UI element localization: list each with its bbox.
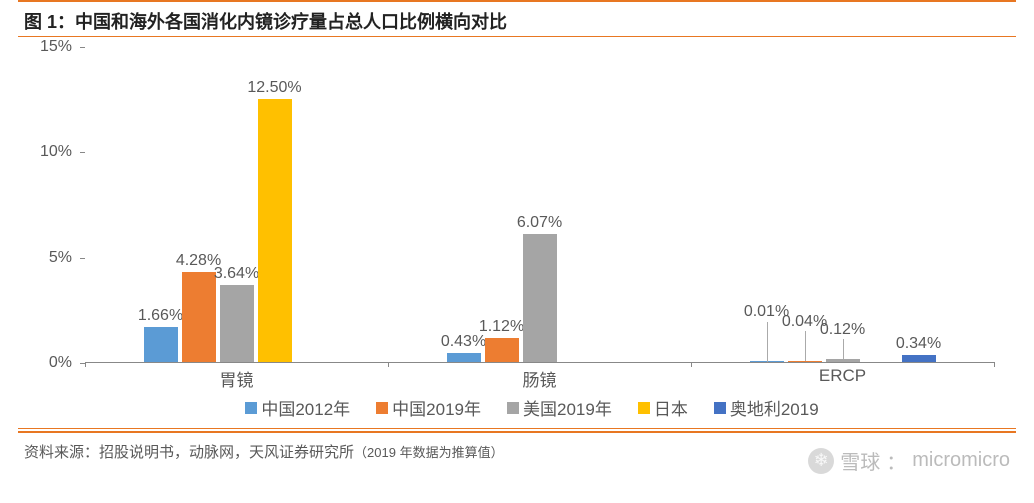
bar: 0.34%: [902, 355, 936, 362]
bottom-divider-thin: [18, 428, 1016, 429]
bar: 6.07%: [523, 234, 557, 362]
bar-value-label: 1.66%: [138, 307, 183, 327]
legend-swatch: [638, 402, 650, 414]
legend-item: 奥地利2019: [714, 395, 819, 420]
legend-label: 中国2012年: [261, 395, 350, 420]
category-group: 胃镜1.66%4.28%3.64%12.50%: [85, 47, 388, 362]
bar: 0.04%: [788, 361, 822, 362]
title-divider: [18, 36, 1016, 37]
chart-title: 图 1：中国和海外各国消化内镜诊疗量占总人口比例横向对比: [18, 0, 1016, 36]
x-tick-mark: [994, 362, 995, 367]
category-group: ERCP0.01%0.04%0.12%0.34%: [691, 47, 994, 362]
bar-value-label: 12.50%: [247, 79, 301, 99]
legend: 中国2012年 中国2019年 美国2019年 日本 奥地利2019: [60, 395, 1004, 420]
source-prefix: 资料来源：: [24, 444, 99, 461]
y-tick-label: 15%: [40, 38, 72, 56]
source-text: 招股说明书，动脉网，天风证券研究所: [99, 444, 354, 461]
category-label: 胃镜: [220, 362, 254, 391]
legend-swatch: [714, 402, 726, 414]
bar: 4.28%: [182, 272, 216, 362]
y-tick-label: 10%: [40, 143, 72, 161]
bar-value-label: 0.12%: [820, 321, 865, 359]
legend-swatch: [507, 402, 519, 414]
bar: 3.64%: [220, 285, 254, 362]
plot-area: 胃镜1.66%4.28%3.64%12.50%肠镜0.43%1.12%6.07%…: [85, 47, 994, 363]
x-tick-mark: [691, 362, 692, 367]
category-label: 肠镜: [523, 362, 557, 391]
bar-value-label: 3.64%: [214, 265, 259, 285]
chart-area: 0%5%10%15% 胃镜1.66%4.28%3.64%12.50%肠镜0.43…: [30, 47, 1004, 387]
legend-item: 中国2012年: [245, 395, 350, 420]
x-tick-mark: [85, 362, 86, 367]
bar-value-label: 6.07%: [517, 214, 562, 234]
source-note: （2019 年数据为推算值）: [354, 445, 504, 460]
y-axis: 0%5%10%15%: [30, 47, 80, 363]
bar: 1.12%: [485, 338, 519, 362]
y-tick-label: 0%: [49, 354, 72, 372]
source-line: 资料来源：招股说明书，动脉网，天风证券研究所（2019 年数据为推算值）: [18, 433, 1016, 462]
bar-value-label: 0.34%: [896, 335, 941, 355]
bar: 0.12%: [826, 359, 860, 362]
legend-swatch: [376, 402, 388, 414]
category-label: ERCP: [819, 362, 866, 386]
bar: 0.43%: [447, 353, 481, 362]
bar: 1.66%: [144, 327, 178, 362]
legend-item: 日本: [638, 395, 688, 420]
bar-value-label: 1.12%: [479, 318, 524, 338]
bar: 12.50%: [258, 99, 292, 362]
x-tick-mark: [388, 362, 389, 367]
legend-label: 中国2019年: [392, 395, 481, 420]
legend-label: 奥地利2019: [730, 395, 819, 420]
bar: 0.01%: [750, 361, 784, 362]
y-tick-label: 5%: [49, 249, 72, 267]
legend-item: 中国2019年: [376, 395, 481, 420]
category-group: 肠镜0.43%1.12%6.07%: [388, 47, 691, 362]
legend-swatch: [245, 402, 257, 414]
legend-label: 日本: [654, 395, 688, 420]
legend-item: 美国2019年: [507, 395, 612, 420]
legend-label: 美国2019年: [523, 395, 612, 420]
